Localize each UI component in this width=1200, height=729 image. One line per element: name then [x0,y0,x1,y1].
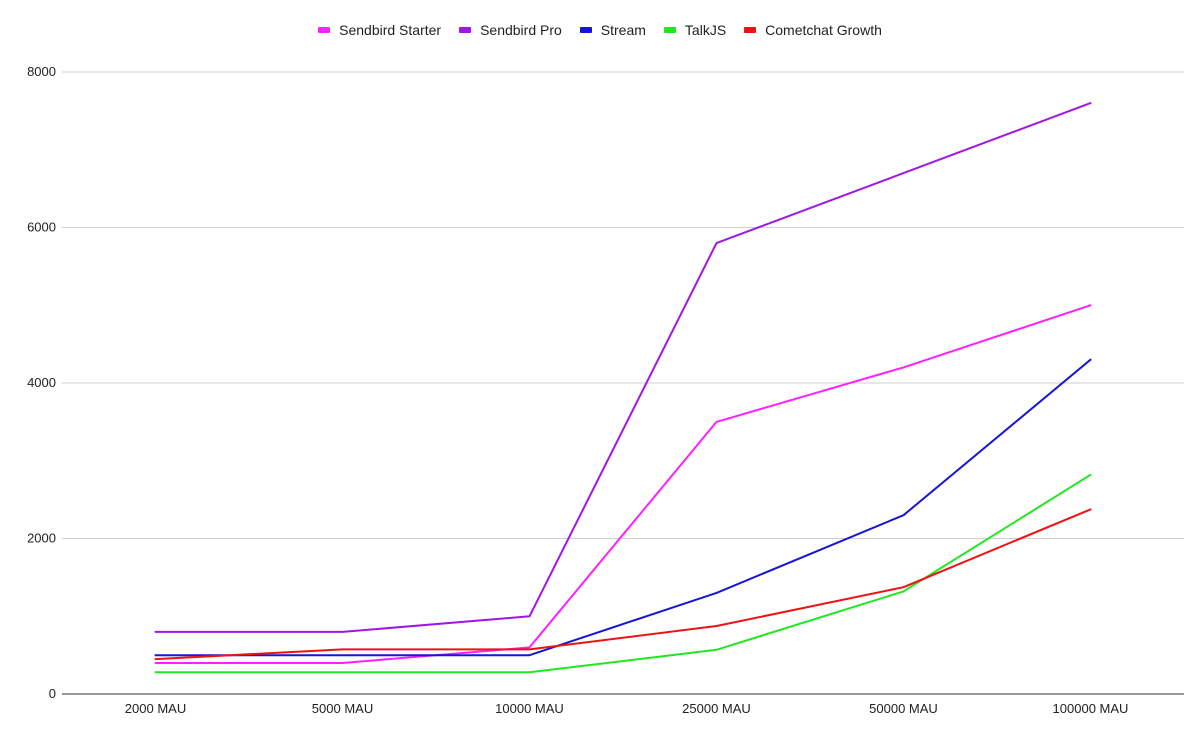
series-line [154,473,1092,674]
series-line [154,358,1092,657]
legend-swatch [459,27,472,33]
y-tick-label: 6000 [27,220,56,235]
legend-item: Stream [579,22,646,38]
legend-swatch [663,27,676,33]
series-line [154,102,1092,633]
x-tick-label: 2000 MAU [125,701,186,716]
y-tick-label: 2000 [27,531,56,546]
x-tick-label: 100000 MAU [1053,701,1129,716]
x-tick-label: 5000 MAU [312,701,373,716]
series-line [154,304,1092,664]
x-tick-label: 50000 MAU [869,701,938,716]
legend-label: Stream [600,22,646,38]
x-tick-label: 10000 MAU [495,701,564,716]
legend-item: Cometchat Growth [744,22,882,38]
legend-item: Sendbird Starter [318,22,441,38]
legend-swatch [579,27,592,33]
legend-label: Cometchat Growth [765,22,882,38]
x-tick-label: 25000 MAU [682,701,751,716]
legend: Sendbird Starter Sendbird Pro Stream Tal… [0,22,1200,38]
legend-swatch [318,27,331,33]
legend-swatch [744,27,757,33]
legend-label: Sendbird Starter [339,22,442,38]
legend-label: TalkJS [684,22,727,38]
y-tick-label: 8000 [27,64,56,79]
legend-item: Sendbird Pro [459,22,562,38]
y-tick-label: 0 [49,686,56,701]
series-line [154,508,1092,661]
y-tick-label: 4000 [27,375,56,390]
legend-item: TalkJS [663,22,727,38]
legend-label: Sendbird Pro [480,22,562,38]
